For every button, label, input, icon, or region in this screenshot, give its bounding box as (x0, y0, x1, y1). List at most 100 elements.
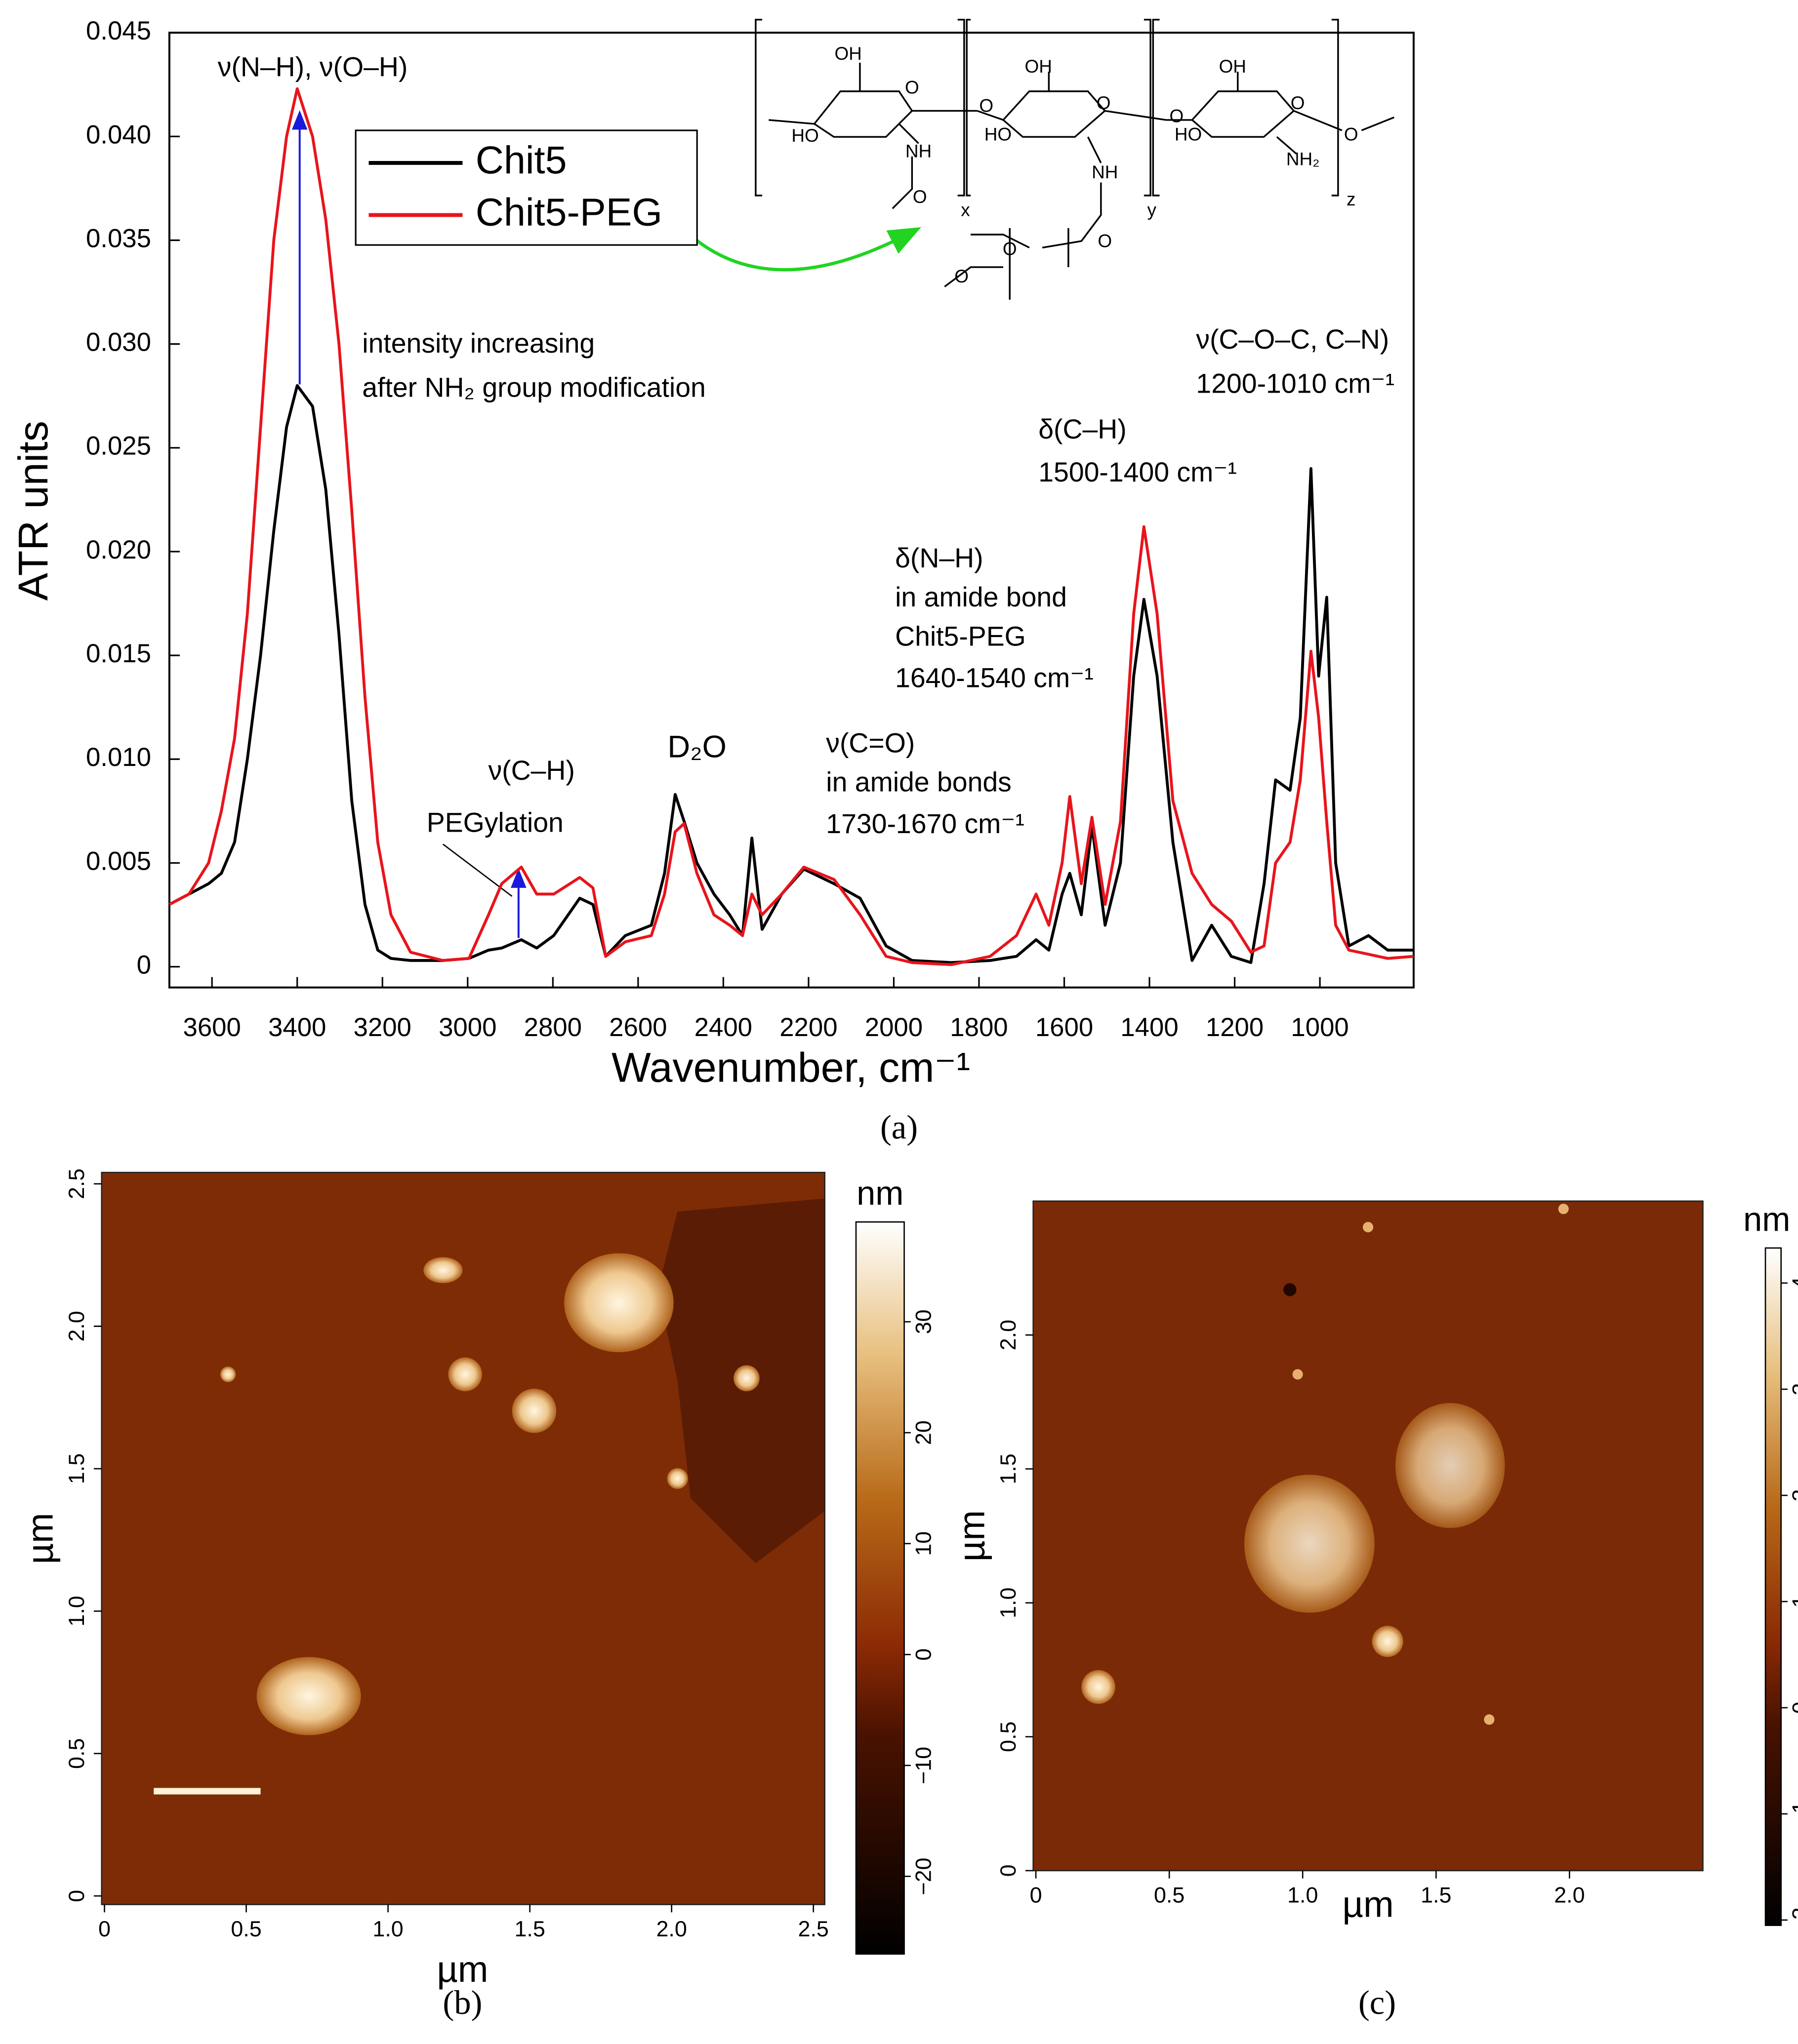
chemical-structure (755, 19, 1394, 300)
y-tick-label: 0.030 (86, 328, 151, 357)
x-axis-title: µm (437, 1949, 488, 1990)
x-tick-label: 2600 (609, 1013, 667, 1042)
y-tick-label: 0.5 (995, 1722, 1021, 1752)
colorbar-tick-label: 2 (1788, 1489, 1798, 1502)
x-tick-label: 2.5 (798, 1916, 829, 1941)
structure-label: O (1344, 124, 1358, 144)
colorbar (855, 1221, 905, 1955)
y-tick-label: 0.005 (86, 846, 151, 876)
colorbar-tick-label: 0 (911, 1648, 936, 1661)
x-tick-label: 0 (98, 1916, 111, 1941)
legend-label: Chit5 (476, 138, 567, 182)
x-tick-label: 2800 (524, 1013, 582, 1042)
annotation: after NH₂ group modification (362, 372, 706, 403)
x-tick-label: 1.0 (372, 1916, 403, 1941)
structure-label: O (1098, 231, 1112, 251)
colorbar-tick-label: 30 (911, 1310, 936, 1334)
x-tick-label: 2400 (695, 1013, 752, 1042)
data-line (168, 384, 1414, 964)
annotation: 1500-1400 cm⁻¹ (1038, 457, 1237, 487)
annotation: δ(N–H) (895, 543, 983, 573)
annotation: δ(C–H) (1038, 414, 1126, 444)
structure-label: O (1169, 106, 1184, 126)
structure-label: HO (791, 125, 818, 146)
structure-label: NH (1092, 162, 1118, 182)
annotation: D₂O (667, 730, 727, 764)
y-tick-label: 0.045 (86, 16, 151, 45)
structure-label: OH (1025, 56, 1052, 77)
annotation: PEGylation (427, 807, 564, 838)
x-tick-label: 3000 (439, 1013, 496, 1042)
x-tick-label: 1.5 (1421, 1883, 1451, 1908)
x-tick-label: 1800 (950, 1013, 1008, 1042)
arrow (685, 227, 922, 272)
y-tick-label: 2.5 (64, 1168, 89, 1199)
y-axis-title: µm (951, 1510, 992, 1562)
colorbar-tick-label: 10 (911, 1531, 936, 1556)
x-tick-label: 0 (1030, 1883, 1042, 1908)
data-line (168, 87, 1414, 966)
colorbar-tick-label: −1 (1788, 1801, 1798, 1826)
y-tick-label: 1.5 (64, 1453, 89, 1484)
structure-label: HO (984, 124, 1012, 144)
annotation: ν(N–H), ν(O–H) (218, 52, 408, 82)
structure-label: OH (1219, 56, 1246, 77)
y-axis-title: µm (20, 1513, 61, 1564)
caption: (b) (443, 1984, 482, 2021)
colorbar-title: nm (1743, 1200, 1790, 1238)
structure-label: x (961, 200, 970, 220)
afm-image-c (1033, 1201, 1703, 1871)
x-axis-title: Wavenumber, cm⁻¹ (612, 1044, 970, 1091)
y-tick-label: 0 (995, 1864, 1021, 1877)
x-tick-label: 0.5 (231, 1916, 261, 1941)
x-tick-label: 0.5 (1154, 1883, 1185, 1908)
x-tick-label: 1.0 (1287, 1883, 1318, 1908)
legend-label: Chit5-PEG (476, 190, 662, 234)
annotation: in amide bonds (826, 767, 1012, 798)
annotation: 1200-1010 cm⁻¹ (1196, 368, 1394, 399)
annotation: ν(C–H) (488, 755, 574, 786)
x-tick-label: 3200 (354, 1013, 411, 1042)
annotation: Chit5-PEG (895, 621, 1026, 651)
structure-label: OH (834, 43, 861, 64)
annotation: in amide bond (895, 582, 1067, 612)
structure-label: O (1003, 239, 1017, 259)
colorbar-tick-label: 0 (1788, 1702, 1798, 1714)
x-tick-label: 2200 (779, 1013, 837, 1042)
x-tick-label: 3600 (183, 1013, 241, 1042)
annotation: ν(C–O–C, C–N) (1196, 324, 1389, 355)
plot-frame (101, 1171, 825, 1905)
y-tick-label: 0.020 (86, 535, 151, 564)
annotation: 1730-1670 cm⁻¹ (826, 808, 1024, 839)
y-tick-label: 0.5 (64, 1738, 89, 1769)
plot-frame (1032, 1200, 1704, 1872)
afm-image-b (101, 1172, 825, 1905)
x-tick-label: 1000 (1291, 1013, 1348, 1042)
colorbar-tick-label: −2 (1788, 1907, 1798, 1932)
structure-label: O (913, 187, 927, 207)
x-tick-label: 2.0 (656, 1916, 687, 1941)
structure-label: O (1097, 93, 1111, 113)
y-tick-label: 1.0 (64, 1596, 89, 1626)
colorbar-tick-label: 20 (911, 1420, 936, 1445)
structure-label: O (905, 77, 919, 97)
y-axis-title: ATR units (10, 421, 56, 601)
structure-label: y (1147, 200, 1156, 220)
x-tick-label: 1200 (1206, 1013, 1264, 1042)
y-tick-label: 0 (137, 951, 151, 980)
colorbar-tick-label: 3 (1788, 1383, 1798, 1396)
plot-frame (168, 32, 1415, 989)
x-tick-label: 2.0 (1554, 1883, 1585, 1908)
caption: (c) (1358, 1984, 1396, 2021)
colorbar-tick-label: 4 (1788, 1277, 1798, 1289)
y-tick-label: 0.035 (86, 224, 151, 253)
colorbar-tick-label: 1 (1788, 1596, 1798, 1608)
x-tick-label: 1400 (1120, 1013, 1178, 1042)
y-tick-label: 0.010 (86, 743, 151, 772)
caption: (a) (880, 1108, 918, 1146)
y-tick-label: 0.015 (86, 639, 151, 668)
y-tick-label: 1.0 (995, 1587, 1021, 1618)
structure-label: NH (905, 141, 932, 161)
